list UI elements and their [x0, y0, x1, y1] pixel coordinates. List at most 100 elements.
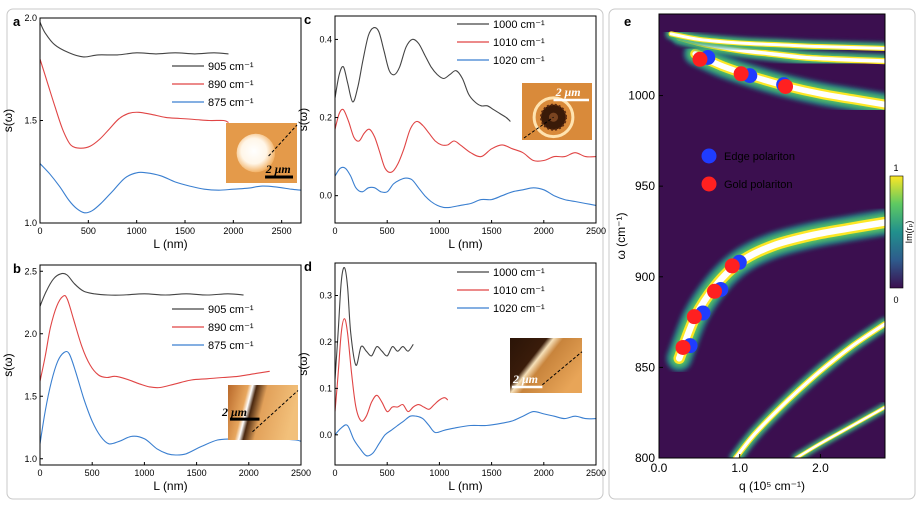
inset-background — [228, 385, 298, 440]
legend-label-b-1: 890 cm⁻¹ — [208, 322, 254, 334]
legend-marker-e-0 — [701, 148, 717, 164]
x-tick-label-d: 0 — [332, 468, 337, 478]
legend-label-b-0: 905 cm⁻¹ — [208, 304, 254, 316]
legend-e: Edge polariton Gold polariton — [701, 148, 795, 192]
y-tick-label-c: 0.2 — [319, 113, 332, 123]
legend-label-e-0: Edge polariton — [724, 151, 795, 163]
legend-label-d-2: 1020 cm⁻¹ — [493, 303, 545, 315]
marker-gold-4 — [692, 51, 708, 67]
x-tick-label-a: 2000 — [223, 226, 243, 236]
x-tick-label-a: 0 — [37, 226, 42, 236]
x-tick-label-b: 1500 — [187, 468, 207, 478]
y-tick-label-d: 0.3 — [319, 291, 332, 301]
x-tick-label-d: 1000 — [429, 468, 449, 478]
series-line-a-0 — [40, 21, 229, 58]
series-line-c-2 — [335, 166, 596, 209]
inset-background — [510, 338, 582, 393]
legend-c: 1000 cm⁻¹ 1010 cm⁻¹ 1020 cm⁻¹ — [457, 19, 545, 67]
marker-gold-5 — [733, 66, 749, 82]
inset-image-b: 2 μm — [221, 385, 299, 440]
x-tick-label-d: 500 — [380, 468, 395, 478]
y-tick-label-c: 0.0 — [319, 191, 332, 201]
legend-label-a-1: 890 cm⁻¹ — [208, 79, 254, 91]
panel-e: e 0.0 1.0 2.0 800 850 900 950 1000 q (10⁵ cm⁻¹) ω … — [614, 13, 914, 493]
panel-letter-d: d — [304, 259, 312, 274]
panel-b: b 0 500 1000 1500 2000 2500 1.0 1.5 2.0 2.5 L (nm) s… — [1, 261, 311, 493]
colorbar-gradient — [889, 175, 904, 289]
band-core-1 — [734, 322, 885, 458]
y-axis-label-c: s(ω) — [296, 108, 310, 131]
plot-frame-b — [39, 264, 302, 466]
x-tick-label-a: 2500 — [272, 226, 292, 236]
panel-a: a 0 500 1000 1500 2000 2500 1.0 1.5 2.0 L (nm) s(ω)… — [1, 13, 302, 251]
plot-frame-d — [334, 262, 597, 466]
scalebar-label: 2 μm — [221, 405, 247, 419]
y-tick-label-b: 2.5 — [24, 266, 37, 276]
series-line-b-1 — [40, 294, 270, 389]
panel-d: d 0 500 1000 1500 2000 2500 0.0 0.1 0.2 0.3 L (nm) s… — [296, 259, 606, 493]
colorbar-label: Im(rₚ) — [904, 221, 914, 244]
inset-image-c: 2 μm — [522, 83, 592, 140]
x-axis-label-c: L (nm) — [448, 237, 482, 251]
x-tick-label-a: 1000 — [127, 226, 147, 236]
x-tick-label-d: 2500 — [586, 468, 606, 478]
x-tick-label-c: 0 — [332, 226, 337, 236]
inset-linecut — [268, 124, 298, 157]
x-tick-label-b: 1000 — [134, 468, 154, 478]
legend-label-c-2: 1020 cm⁻¹ — [493, 55, 545, 67]
y-tick-label-e: 1000 — [628, 89, 655, 103]
y-tick-label-b: 2.0 — [24, 329, 37, 339]
y-tick-label-e: 800 — [635, 451, 655, 465]
legend-label-e-1: Gold polariton — [724, 179, 793, 191]
marker-gold-0 — [675, 339, 691, 355]
legend-a: 905 cm⁻¹ 890 cm⁻¹ 875 cm⁻¹ — [172, 61, 254, 109]
series-line-b-0 — [40, 272, 244, 307]
scalebar-label: 2 μm — [265, 162, 291, 176]
panel-letter-c: c — [304, 12, 311, 27]
inset-linecut — [542, 351, 583, 386]
x-tick-label-e: 0.0 — [651, 461, 668, 475]
inset-linecut — [523, 116, 554, 139]
marker-gold-6 — [778, 78, 794, 94]
left-figure-frame — [6, 8, 604, 500]
y-tick-label-c: 0.4 — [319, 34, 332, 44]
legend-d: 1000 cm⁻¹ 1010 cm⁻¹ 1020 cm⁻¹ — [457, 267, 545, 315]
panel-letter-a: a — [13, 14, 21, 29]
legend-label-a-2: 875 cm⁻¹ — [208, 97, 254, 109]
y-axis-label-a: s(ω) — [1, 109, 15, 132]
inset-disk — [236, 133, 276, 173]
legend-label-d-1: 1010 cm⁻¹ — [493, 285, 545, 297]
panel-letter-b: b — [13, 261, 21, 276]
x-tick-label-c: 500 — [380, 226, 395, 236]
plot-frame-e — [658, 13, 886, 459]
band-core-2 — [795, 406, 885, 458]
legend-label-d-0: 1000 cm⁻¹ — [493, 267, 545, 279]
x-axis-label-b: L (nm) — [153, 479, 187, 493]
x-tick-label-e: 2.0 — [812, 461, 829, 475]
x-tick-label-c: 2000 — [534, 226, 554, 236]
legend-label-a-0: 905 cm⁻¹ — [208, 61, 254, 73]
y-tick-label-e: 850 — [635, 360, 655, 374]
x-tick-label-c: 1000 — [429, 226, 449, 236]
y-tick-label-d: 0.2 — [319, 337, 332, 347]
colorbar-min-label: 0 — [893, 295, 898, 305]
x-tick-label-e: 1.0 — [731, 461, 748, 475]
y-tick-label-b: 1.0 — [24, 454, 37, 464]
band-core-5 — [669, 32, 885, 50]
series-line-c-1 — [335, 108, 596, 173]
marker-gold-3 — [724, 258, 740, 274]
y-tick-label-d: 0.1 — [319, 383, 332, 393]
series-line-d-2 — [335, 411, 596, 457]
plot-frame-c — [334, 15, 597, 224]
scalebar-label: 2 μm — [555, 85, 581, 99]
y-tick-label-a: 1.5 — [24, 116, 37, 126]
legend-label-b-2: 875 cm⁻¹ — [208, 340, 254, 352]
y-axis-label-e: ω (cm⁻¹) — [614, 212, 628, 259]
series-line-c-0 — [335, 26, 511, 122]
series-line-a-1 — [40, 58, 229, 149]
y-tick-label-b: 1.5 — [24, 391, 37, 401]
x-tick-label-b: 500 — [85, 468, 100, 478]
y-axis-label-b: s(ω) — [1, 353, 15, 376]
colorbar-max-label: 1 — [893, 163, 898, 173]
